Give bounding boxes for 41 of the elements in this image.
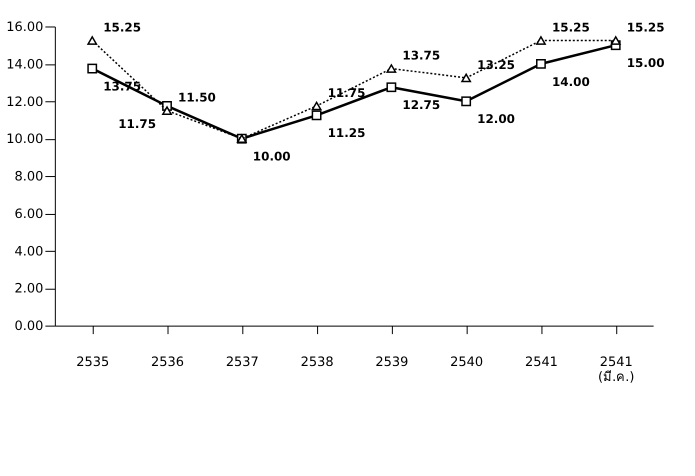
point (536, 58, 546, 69)
y-tick-label: 16.00 (6, 20, 44, 35)
point (87, 64, 98, 74)
y-tick-label: 0.00 (14, 319, 44, 334)
point (461, 96, 472, 106)
data-label: 11.50 (178, 90, 216, 105)
data-label: 10.00 (252, 150, 291, 164)
data-label: 12.75 (402, 98, 440, 112)
data-label: 15.25 (552, 20, 590, 35)
x-tick-label: 2536 (151, 355, 184, 370)
y-tick-label: 12.00 (6, 94, 44, 110)
point (610, 36, 621, 45)
y-tick-label: 4.00 (14, 244, 44, 260)
data-label: 11.25 (328, 126, 366, 140)
x-tick-label: 2538 (300, 355, 334, 370)
point (162, 106, 172, 115)
y-tick-label: 6.00 (14, 206, 44, 222)
x-tick-label: 2535 (76, 355, 110, 370)
point (386, 64, 396, 73)
data-label: 15.25 (626, 20, 665, 35)
x-tick-label: 2541 (524, 355, 558, 370)
x-tick-label: 2537 (226, 355, 259, 370)
y-tick-label: 8.00 (14, 170, 44, 185)
point (312, 110, 322, 120)
x-tick-label: 2540 (450, 355, 484, 370)
x-tick-label: 2539 (375, 355, 408, 370)
point (87, 36, 98, 45)
y-tick-label: 2.00 (14, 282, 44, 297)
data-label: 11.75 (118, 116, 156, 131)
y-tick-label: 10.00 (6, 132, 44, 148)
data-label: 12.00 (477, 112, 515, 126)
point (386, 82, 396, 92)
point (461, 74, 472, 82)
y-tick-label: 14.00 (6, 57, 44, 72)
data-label: 13.75 (402, 48, 440, 63)
x-tick-label: 2541 (มี.ค.) (598, 355, 634, 385)
point (312, 102, 322, 110)
point (536, 36, 546, 45)
data-label: 15.00 (626, 56, 665, 70)
data-label: 15.25 (103, 20, 142, 35)
data-label: 14.00 (552, 74, 590, 89)
